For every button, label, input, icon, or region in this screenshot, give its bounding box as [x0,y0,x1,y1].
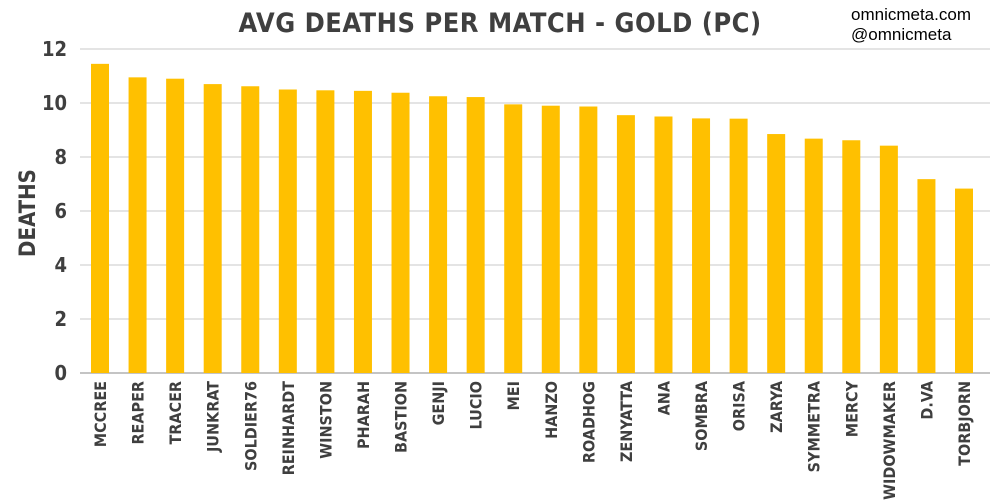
bar-sombra [692,118,711,373]
bar-mccree [91,63,109,373]
bar-reaper [128,77,147,373]
bar-torbjorn [955,188,973,373]
x-tick-label: TRACER [166,381,185,445]
x-tick-label: ROADHOG [579,381,598,463]
x-tick-label: SYMMETRA [805,380,824,472]
x-tick-labels: MCCREE REAPER TRACER JUNKRAT SOLDIER76 REINHA… [91,380,974,500]
bar-mercy [842,140,861,373]
bar-hanzo [541,105,560,373]
x-tick-label: TORBJORN [955,381,974,466]
bar-junkrat [203,84,222,373]
bars [91,63,973,374]
x-tick-label: ORISA [730,380,749,431]
y-tick-label: 10 [42,91,67,115]
bar-mei [504,104,523,373]
x-tick-label: GENJI [429,381,448,425]
x-tick-label: WINSTON [316,381,335,459]
gridlines [80,48,990,374]
bar-dva [917,179,936,373]
x-tick-label: HANZO [542,381,561,439]
y-axis-label: DEATHS [16,169,41,257]
bar-winston [316,90,335,373]
x-tick-label: BASTION [392,381,411,453]
y-tick-labels: 0 2 4 6 8 10 12 [42,37,67,385]
bar-reinhardt [278,89,297,373]
x-tick-label: ZARYA [767,380,786,433]
y-tick-label: 8 [54,145,67,169]
y-tick-label: 12 [42,37,67,61]
brand-site: omnicmeta.com [851,5,971,24]
bar-genji [429,96,448,373]
bar-symmetra [804,138,823,373]
bar-pharah [353,90,372,373]
x-tick-label: MERCY [842,380,861,437]
x-tick-label: WIDOWMAKER [880,381,899,500]
x-tick-label: MCCREE [91,381,110,447]
x-tick-label: SOMBRA [692,380,711,451]
brand-handle: @omnicmeta [851,25,952,44]
bar-ana [654,116,673,373]
y-tick-label: 6 [54,199,67,223]
bar-zenyatta [616,115,635,374]
x-tick-label: REAPER [129,381,148,445]
x-tick-label: PHARAH [354,381,373,449]
x-tick-label: MEI [504,381,523,411]
x-tick-label: D.VA [917,380,936,419]
x-tick-label: LUCIO [467,381,486,429]
x-tick-label: JUNKRAT [204,381,223,453]
bar-roadhog [579,106,598,373]
y-tick-label: 0 [54,361,67,385]
x-tick-label: SOLDIER76 [241,381,260,471]
x-tick-label: ZENYATTA [617,380,636,462]
bar-orisa [729,118,748,373]
x-tick-label: ANA [654,380,673,415]
bar-soldier76 [241,86,260,373]
y-tick-label: 4 [54,253,67,277]
bar-widowmaker [879,145,898,373]
x-tick-label: REINHARDT [279,381,298,476]
y-tick-label: 2 [54,307,67,331]
chart-title: AVG DEATHS PER MATCH - GOLD (PC) [238,8,761,39]
bar-lucio [466,97,485,373]
bar-tracer [166,78,185,373]
bar-zarya [767,134,786,373]
bar-bastion [391,92,410,374]
